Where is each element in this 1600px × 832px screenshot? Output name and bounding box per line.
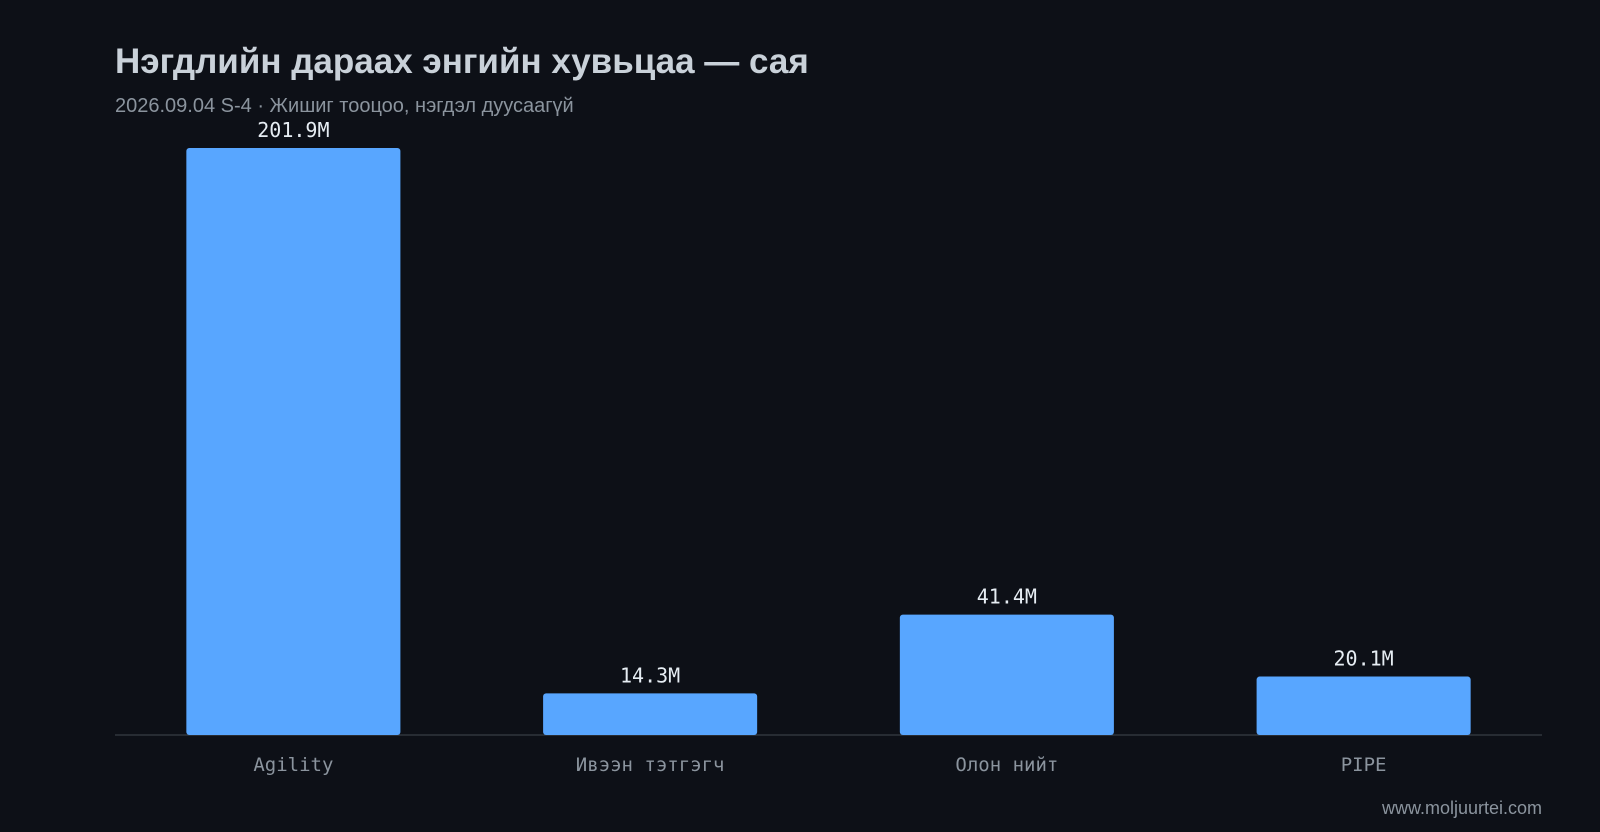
chart-subtitle: 2026.09.04 S-4 · Жишиг тооцоо, нэгдэл ду… bbox=[115, 95, 574, 117]
bar bbox=[899, 614, 1114, 735]
x-tick-label: PIPE bbox=[1341, 754, 1387, 776]
bar bbox=[1256, 676, 1471, 735]
value-label: 201.9M bbox=[257, 118, 329, 142]
value-label: 41.4M bbox=[977, 585, 1037, 609]
source: www.moljuurtei.com bbox=[1381, 798, 1542, 818]
chart-title: Нэгдлийн дараах энгийн хувьцаа — сая bbox=[115, 42, 809, 81]
x-tick-label: Ивээн тэтгэгч bbox=[576, 754, 725, 776]
value-label: 20.1M bbox=[1334, 647, 1394, 671]
value-label: 14.3M bbox=[620, 663, 680, 687]
x-tick-label: Agility bbox=[253, 754, 333, 776]
bar bbox=[186, 148, 401, 735]
x-tick-label: Олон нийт bbox=[955, 754, 1058, 776]
bar bbox=[543, 693, 758, 735]
